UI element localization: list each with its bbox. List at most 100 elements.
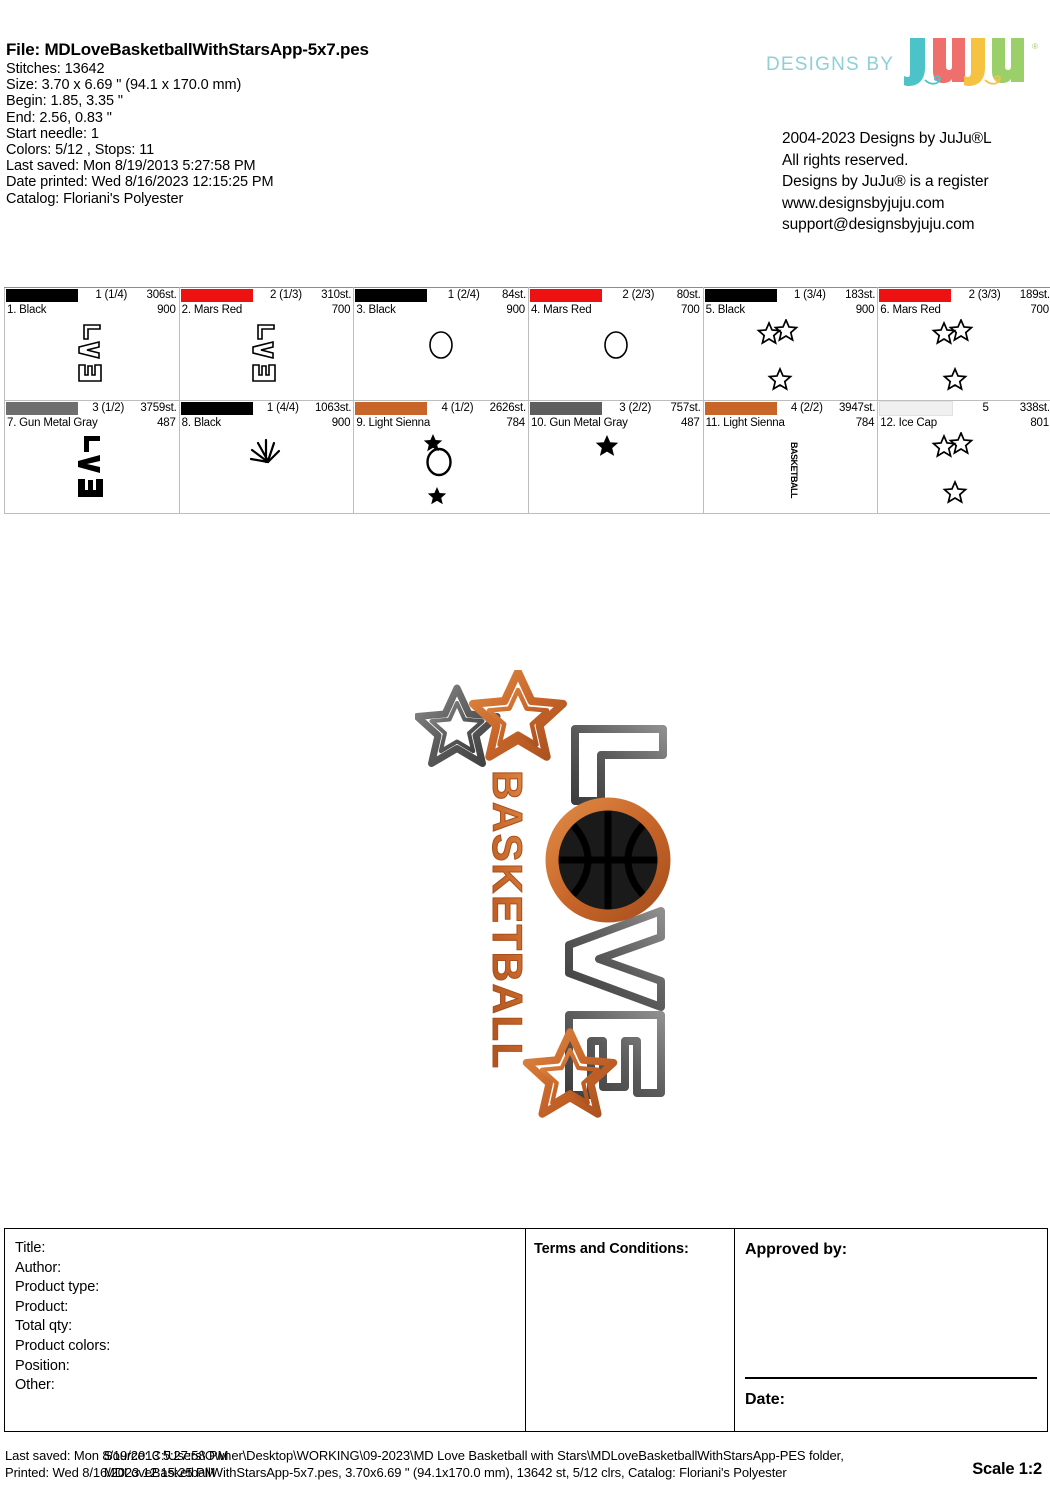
footer-dates: Last saved: Mon 8/19/2013 5:27:58 PM Pri… [5, 1448, 405, 1481]
color-sequence-label: 1 (3/4) [793, 289, 826, 301]
color-swatch [529, 402, 602, 415]
page-footer: Last saved: Mon 8/19/2013 5:27:58 PM Pri… [0, 1448, 1050, 1485]
field-product-colors[interactable]: Product colors: [15, 1337, 111, 1354]
color-name-label: 9. Light Sienna [356, 417, 431, 429]
color-stitch-count: 338st. [1019, 402, 1050, 414]
color-swatch [355, 289, 428, 302]
color-swatch [180, 289, 253, 302]
footer-last-saved: Last saved: Mon 8/19/2013 5:27:58 PM [5, 1448, 229, 1463]
copyright-line-1: 2004-2023 Designs by JuJu®L [782, 130, 992, 147]
color-block-cell[interactable]: 4 (2/2) 3947st. 11. Light Sienna 784 BASKET… [702, 400, 879, 514]
support-email-link[interactable]: support@designsbyjuju.com [782, 216, 975, 233]
color-step-thumbnail [704, 319, 878, 400]
copyright-panel: 2004-2023 Designs by JuJu®L All rights r… [782, 128, 1050, 240]
color-step-thumbnail [5, 319, 179, 400]
color-swatch [529, 289, 602, 302]
meta-start-needle: Start needle: 1 [6, 125, 99, 142]
color-block-cell[interactable]: 1 (3/4) 183st. 5. Black 900 [702, 287, 879, 401]
color-sequence-label: 5 [982, 402, 989, 414]
color-name-label: 10. Gun Metal Gray [530, 417, 628, 429]
color-block-table: 1 (1/4) 306st. 1. Black 900 2 (1/3) 310st. 2.… [4, 287, 1050, 514]
color-stitch-count: 84st. [502, 289, 526, 301]
field-title[interactable]: Title: [15, 1240, 46, 1256]
star-filled-thumb-icon [595, 435, 618, 456]
design-info-panel: File: MDLoveBasketballWithStarsApp-5x7.p… [6, 40, 606, 207]
color-code-label: 784 [855, 417, 875, 429]
color-code-label: 900 [855, 304, 875, 316]
color-name-label: 3. Black [356, 304, 396, 316]
color-stitch-count: 310st. [321, 289, 352, 301]
love-word-shape [565, 725, 667, 1099]
color-sequence-label: 3 (2/2) [619, 402, 652, 414]
color-stitch-count: 3759st. [140, 402, 177, 414]
date-label: Date: [745, 1391, 786, 1408]
circle-outline-thumb-icon [603, 331, 628, 359]
color-sequence-label: 4 (2/2) [790, 402, 823, 414]
color-sequence-label: 2 (3/3) [968, 289, 1001, 301]
color-code-label: 801 [1030, 417, 1049, 429]
color-swatch [704, 402, 777, 415]
color-block-cell[interactable]: 3 (1/2) 3759st. 7. Gun Metal Gray 487 [4, 400, 180, 514]
juju-wordmark-icon [904, 38, 1024, 86]
color-step-thumbnail [529, 432, 703, 513]
color-code-label: 900 [506, 304, 525, 316]
color-name-label: 8. Black [181, 417, 222, 429]
color-stitch-count: 80st. [676, 289, 701, 301]
field-total-qty[interactable]: Total qty: [15, 1318, 73, 1335]
color-code-label: 900 [157, 304, 176, 316]
color-swatch [704, 289, 777, 302]
color-sequence-label: 1 (4/4) [266, 402, 299, 414]
color-name-label: 11. Light Sienna [705, 417, 785, 429]
approval-form-table: Title: Author: Product type: Product: To… [4, 1228, 1048, 1432]
color-step-thumbnail [878, 319, 1050, 400]
color-stitch-count: 183st. [845, 289, 876, 301]
color-code-label: 700 [1030, 304, 1049, 316]
color-stitch-count: 306st. [146, 289, 177, 301]
color-block-cell[interactable]: 2 (3/3) 189st. 6. Mars Red 700 [877, 287, 1050, 401]
color-step-thumbnail [354, 432, 528, 513]
color-block-cell[interactable]: 2 (1/3) 310st. 2. Mars Red 700 [178, 287, 355, 401]
color-sequence-label: 1 (2/4) [447, 289, 480, 301]
footer-source-line-1: Source: C:\Users\Owner\Desktop\WORKING\0… [104, 1448, 844, 1463]
color-block-cell[interactable]: 4 (1/2) 2626st. 9. Light Sienna 784 [353, 400, 529, 514]
love-outline-thumb-icon [252, 324, 277, 382]
color-block-cell[interactable]: 1 (1/4) 306st. 1. Black 900 [4, 287, 180, 401]
color-block-cell[interactable]: 2 (2/3) 80st. 4. Mars Red 700 [527, 287, 704, 401]
logo-designs-by-text: DESIGNS BY [766, 54, 895, 75]
meta-colors-stops: Colors: 5/12 , Stops: 11 [6, 142, 155, 159]
color-block-cell[interactable]: 3 (2/2) 757st. 10. Gun Metal Gray 487 [527, 400, 704, 514]
basketball-word-shape: BASKETBALL [484, 770, 532, 1071]
field-product-type[interactable]: Product type: [15, 1279, 100, 1296]
color-code-label: 700 [681, 304, 700, 316]
basketball-shape [545, 797, 671, 923]
color-code-label: 700 [331, 304, 351, 316]
color-block-cell[interactable]: 5 338st. 12. Ice Cap 801 [877, 400, 1050, 514]
color-block-row: 3 (1/2) 3759st. 7. Gun Metal Gray 487 1 (4/… [4, 400, 1050, 514]
signature-line[interactable] [745, 1377, 1037, 1379]
terms-title-label: Terms and Conditions: [534, 1241, 689, 1257]
color-swatch [879, 289, 952, 302]
field-other[interactable]: Other: [15, 1377, 55, 1394]
color-block-cell[interactable]: 1 (4/4) 1063st. 8. Black 900 [178, 400, 355, 514]
registered-trademark-icon: ® [1032, 42, 1038, 51]
color-sequence-label: 3 (1/2) [92, 402, 125, 414]
approved-by-label: Approved by: [745, 1241, 847, 1258]
basketball-lines-thumb-icon [250, 438, 281, 464]
field-product[interactable]: Product: [15, 1298, 69, 1315]
color-name-label: 2. Mars Red [181, 304, 243, 316]
field-position[interactable]: Position: [15, 1357, 70, 1374]
meta-stitches: Stitches: 13642 [6, 61, 105, 77]
basketball-word-thumb-icon: BASKETBALL [789, 442, 799, 499]
form-field-list: Title: Author: Product type: Product: To… [5, 1229, 525, 1396]
color-block-cell[interactable]: 1 (2/4) 84st. 3. Black 900 [353, 287, 529, 401]
embroidery-design-preview: BASKETBALL [415, 670, 671, 1118]
color-name-label: 6. Mars Red [880, 304, 941, 316]
field-author[interactable]: Author: [15, 1259, 62, 1276]
website-link[interactable]: www.designsbyjuju.com [782, 194, 945, 212]
form-fields-cell: Title: Author: Product type: Product: To… [4, 1228, 526, 1432]
circle-outline-thumb-icon [429, 331, 453, 359]
color-name-label: 1. Black [7, 304, 47, 316]
meta-end: End: 2.56, 0.83 " [6, 109, 112, 126]
color-step-thumbnail [180, 432, 354, 513]
color-name-label: 4. Mars Red [530, 304, 592, 316]
